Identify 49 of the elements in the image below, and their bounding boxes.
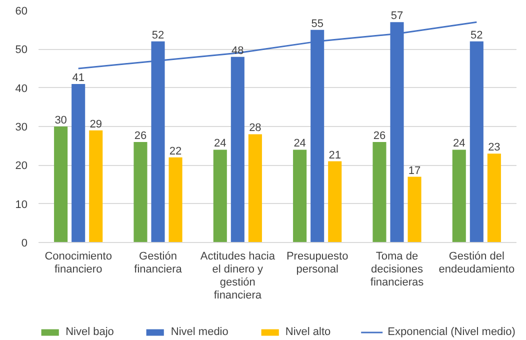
data-label: 41 xyxy=(72,72,84,84)
data-label: 52 xyxy=(470,29,483,42)
x-tick-label: Presupuesto personal xyxy=(286,250,348,276)
x-tick-label: Gestión del endeudamiento xyxy=(438,250,515,276)
bar xyxy=(168,157,182,242)
data-label: 28 xyxy=(249,122,262,134)
data-label: 26 xyxy=(373,130,386,142)
y-tick-label: 30 xyxy=(15,122,28,134)
bar xyxy=(328,161,342,242)
data-label: 24 xyxy=(214,138,226,150)
data-label: 29 xyxy=(90,118,102,130)
data-label: 24 xyxy=(453,138,466,150)
data-label: 26 xyxy=(134,130,147,142)
x-tick-label: Conocimiento financiero xyxy=(44,250,112,276)
x-tick-label: Actitudes hacia el dinero y gestión financiera xyxy=(200,250,276,302)
data-label: 21 xyxy=(328,149,341,162)
legend-label: Nivel medio xyxy=(170,326,228,338)
bar xyxy=(72,84,86,242)
bar xyxy=(470,41,484,242)
bar xyxy=(230,56,244,242)
bar xyxy=(293,150,307,242)
bar xyxy=(487,154,501,242)
legend-label: Exponencial (Nivel medio) xyxy=(388,326,516,338)
bar xyxy=(452,150,466,242)
data-label: 22 xyxy=(169,145,182,158)
bar xyxy=(372,142,386,242)
bar xyxy=(89,130,103,242)
data-label: 55 xyxy=(311,18,324,30)
bar xyxy=(54,126,68,242)
bar xyxy=(248,134,262,242)
bar xyxy=(213,150,227,242)
data-label: 57 xyxy=(390,10,404,22)
x-tick-label: Gestión financiera xyxy=(134,250,183,276)
y-tick-label: 60 xyxy=(15,6,28,18)
data-label: 23 xyxy=(488,142,500,154)
y-tick-label: 20 xyxy=(15,160,28,172)
data-label: 30 xyxy=(54,114,67,126)
bar xyxy=(134,142,148,242)
data-label: 24 xyxy=(294,138,306,150)
y-tick-label: 40 xyxy=(15,82,28,95)
x-tick-label: Toma de decisiones financieras xyxy=(370,250,424,288)
legend-label: Nivel alto xyxy=(285,326,331,338)
y-tick-label: 10 xyxy=(15,198,28,211)
data-label: 52 xyxy=(152,29,164,42)
data-label: 17 xyxy=(408,164,421,177)
legend-label: Nivel bajo xyxy=(66,326,114,338)
bar xyxy=(408,176,422,242)
y-tick-label: 0 xyxy=(21,238,28,250)
y-tick-label: 50 xyxy=(15,44,28,56)
